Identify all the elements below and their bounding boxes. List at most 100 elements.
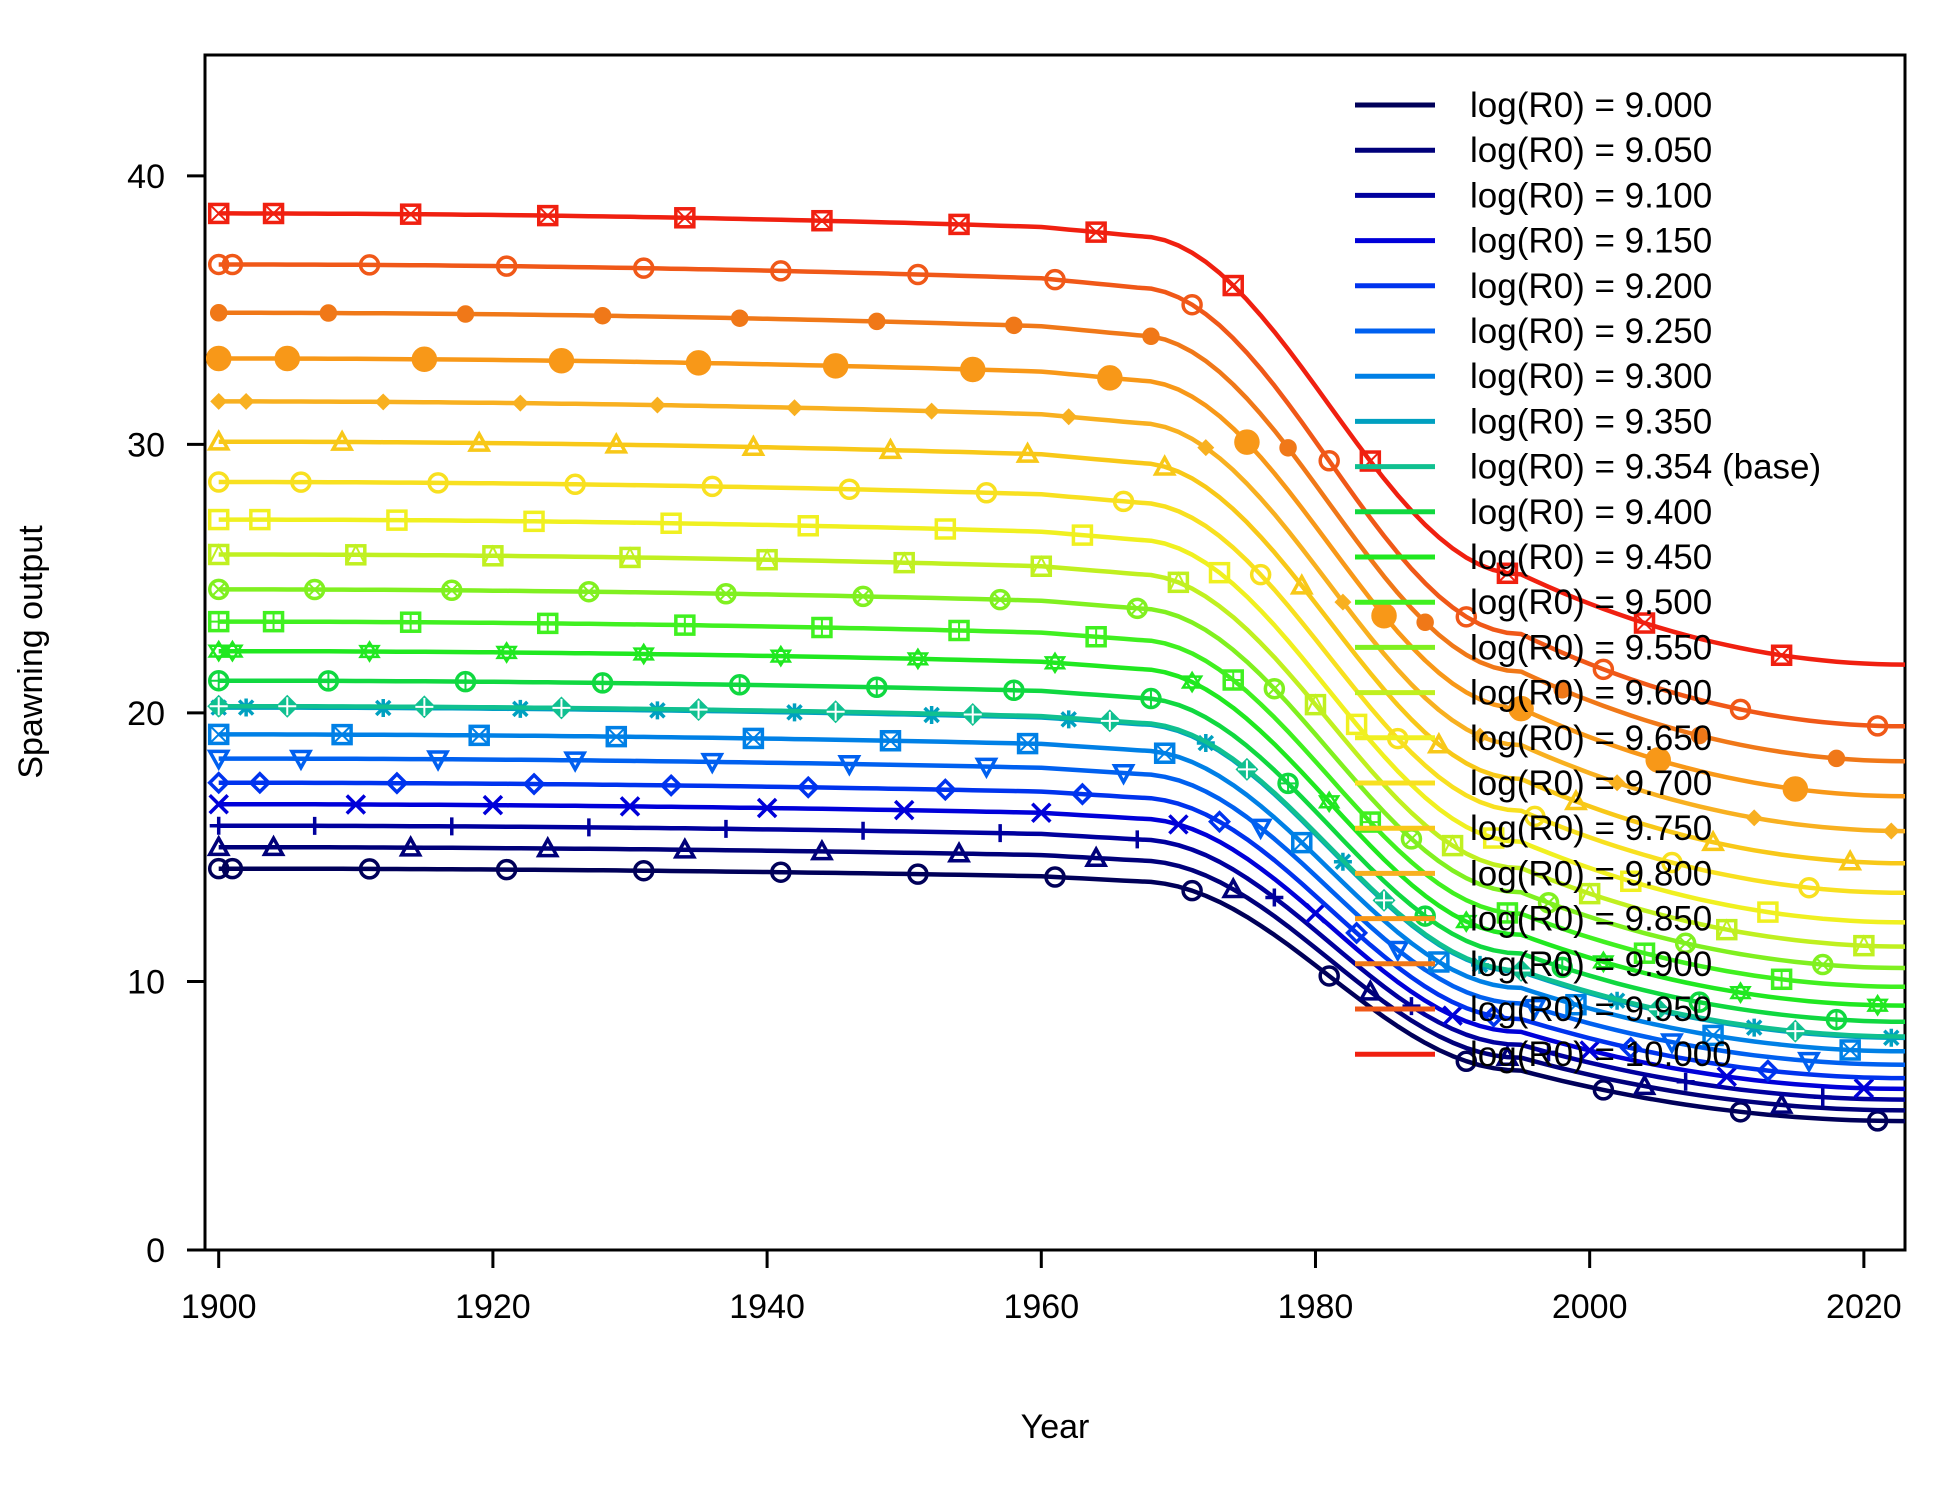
series-markers	[209, 304, 1846, 768]
legend-item: log(R0) = 9.950	[1355, 990, 1712, 1029]
series-markers	[206, 749, 1822, 1074]
data-point	[441, 579, 463, 602]
series-13	[207, 543, 1906, 957]
data-point	[728, 674, 751, 696]
data-point	[207, 771, 231, 795]
legend-label: log(R0) = 9.550	[1470, 628, 1712, 667]
data-point	[879, 729, 902, 752]
series-line	[218, 756, 1906, 1067]
series-line	[218, 703, 1906, 1039]
data-point	[345, 543, 367, 566]
series-line	[218, 211, 1906, 667]
series-line	[218, 866, 1906, 1124]
legend-item: log(R0) = 9.500	[1355, 583, 1712, 622]
data-point	[716, 819, 735, 838]
data-point	[1537, 891, 1560, 914]
data-point	[604, 432, 629, 454]
data-point	[741, 434, 766, 456]
data-point	[427, 472, 449, 494]
data-point	[358, 858, 381, 880]
data-point	[1482, 827, 1505, 849]
series-19	[209, 304, 1906, 768]
data-point	[1866, 715, 1889, 737]
data-point	[411, 346, 438, 373]
legend-item: log(R0) = 9.400	[1355, 493, 1712, 532]
data-point	[1553, 681, 1572, 699]
legend-label: log(R0) = 9.800	[1470, 854, 1712, 893]
data-point	[1400, 828, 1423, 850]
data-point	[811, 209, 833, 232]
data-point	[730, 309, 749, 327]
series-10	[207, 639, 1906, 1017]
data-point	[1853, 934, 1875, 957]
data-point	[1592, 950, 1615, 974]
data-point	[1277, 772, 1299, 795]
series-line	[218, 844, 1906, 1113]
data-point	[207, 471, 230, 493]
data-point	[1770, 644, 1793, 667]
legend-label: log(R0) = 9.354 (base)	[1470, 448, 1821, 487]
data-point	[511, 394, 529, 412]
y-tick-label: 40	[127, 158, 165, 196]
data-point	[648, 396, 666, 414]
data-point	[947, 840, 972, 863]
series-line	[218, 587, 1906, 971]
data-point	[1180, 670, 1204, 694]
data-point	[1318, 965, 1340, 987]
legend-label: log(R0) = 9.300	[1470, 357, 1712, 396]
series-line	[218, 823, 1906, 1102]
series-line	[218, 439, 1906, 866]
data-point	[769, 644, 793, 668]
legend-item: log(R0) = 9.700	[1355, 764, 1712, 803]
data-point	[1181, 879, 1203, 902]
series-markers	[208, 793, 1875, 1099]
data-point	[549, 696, 573, 720]
legend-item: log(R0) = 9.000	[1355, 86, 1712, 125]
data-point	[1084, 845, 1109, 868]
series-markers	[209, 816, 1832, 1107]
series-14	[207, 508, 1906, 925]
series-markers	[207, 610, 1793, 991]
data-point	[1633, 612, 1656, 634]
data-point	[1128, 830, 1147, 849]
data-point	[206, 749, 231, 772]
series-markers	[210, 392, 1900, 840]
data-point	[1030, 555, 1053, 577]
data-point	[399, 611, 422, 633]
series-line	[218, 310, 1906, 764]
legend-item: log(R0) = 9.650	[1355, 719, 1712, 758]
data-point	[1482, 1004, 1506, 1028]
data-point	[878, 437, 903, 460]
data-point	[1345, 921, 1369, 945]
data-point	[495, 641, 518, 664]
x-tick-label: 1960	[1003, 1288, 1079, 1326]
x-tick-label: 1920	[455, 1288, 531, 1326]
data-point	[398, 835, 423, 857]
data-point	[786, 399, 803, 417]
axes: 1900 1920 1940 1960 1980 2000 2020 0 10 20 30 40	[127, 158, 1902, 1326]
data-point	[1455, 606, 1478, 628]
data-point	[290, 471, 312, 493]
data-point	[319, 304, 338, 322]
data-point	[1496, 562, 1519, 585]
data-point	[221, 253, 244, 276]
legend-item: log(R0) = 9.350	[1355, 402, 1712, 441]
data-point	[1661, 851, 1683, 874]
data-point	[275, 694, 299, 718]
data-point	[742, 727, 765, 750]
data-point	[1126, 597, 1149, 620]
data-point	[1015, 441, 1040, 463]
series-markers	[207, 669, 1848, 1031]
data-point	[811, 616, 833, 639]
legend-label: log(R0) = 9.700	[1470, 764, 1712, 803]
legend-label: log(R0) = 9.100	[1470, 176, 1712, 215]
data-point	[1701, 829, 1726, 852]
legend-item: log(R0) = 9.200	[1355, 267, 1712, 306]
data-point	[756, 548, 778, 571]
data-point	[522, 772, 546, 796]
data-point	[248, 771, 272, 795]
data-point	[1524, 805, 1546, 828]
data-point	[1060, 408, 1078, 426]
x-tick-label: 2000	[1552, 1288, 1628, 1326]
legend-label: log(R0) = 9.950	[1470, 990, 1712, 1029]
